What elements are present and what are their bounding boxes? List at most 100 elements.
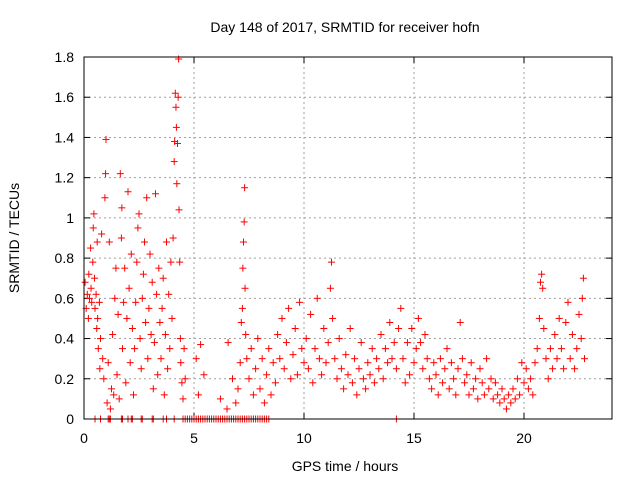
data-point (171, 89, 179, 97)
data-point (434, 391, 442, 399)
data-point (147, 331, 155, 339)
data-point (333, 375, 341, 383)
data-point (127, 250, 135, 258)
data-point (142, 318, 150, 326)
data-point (166, 345, 174, 353)
data-point (520, 379, 528, 387)
data-point (92, 290, 100, 298)
data-point (456, 318, 464, 326)
data-point (155, 264, 163, 272)
data-point (483, 355, 491, 363)
y-tick-label: 1.6 (55, 89, 75, 105)
data-point (156, 318, 164, 326)
data-point (474, 395, 482, 403)
data-point (417, 339, 425, 347)
data-point (154, 371, 162, 379)
x-tick-label: 10 (296, 430, 312, 446)
data-point (505, 391, 513, 399)
data-point (265, 345, 273, 353)
data-point (197, 341, 205, 349)
data-point (377, 331, 385, 339)
data-point (241, 184, 249, 192)
data-point (300, 359, 308, 367)
data-point (362, 385, 370, 393)
data-point (169, 234, 177, 242)
data-point (568, 331, 576, 339)
data-point (163, 238, 170, 246)
data-point (322, 359, 330, 367)
data-point (224, 339, 232, 347)
data-point (531, 359, 539, 367)
y-tick-label: 1.4 (55, 129, 75, 145)
data-point (491, 379, 499, 387)
data-point (167, 258, 175, 266)
data-point (421, 331, 429, 339)
y-tick-label: 0 (66, 411, 74, 427)
data-point (102, 135, 110, 143)
data-point (89, 224, 97, 232)
data-point (500, 395, 508, 403)
data-point (480, 391, 488, 399)
data-point (529, 391, 537, 399)
data-point (249, 391, 257, 399)
data-point (539, 284, 547, 292)
data-point (388, 355, 396, 363)
data-point (465, 391, 473, 399)
data-point (236, 359, 244, 367)
data-point (428, 385, 436, 393)
data-point (241, 284, 249, 292)
data-point (381, 345, 389, 353)
data-point (145, 304, 153, 312)
data-point (93, 325, 101, 332)
data-point (355, 365, 363, 373)
data-point (85, 270, 93, 278)
data-point (581, 355, 588, 363)
data-point (454, 365, 462, 373)
data-point (125, 284, 133, 292)
data-point (296, 298, 304, 306)
data-point (94, 314, 102, 322)
data-point (282, 339, 290, 347)
data-point (315, 355, 323, 363)
data-point (93, 238, 101, 246)
data-point (91, 304, 99, 312)
data-point (99, 355, 107, 363)
data-point (329, 314, 337, 322)
data-point (452, 391, 460, 399)
data-point (551, 331, 559, 339)
data-point (406, 371, 414, 379)
data-point (101, 194, 109, 202)
data-point (373, 355, 381, 363)
data-point (340, 385, 348, 393)
data-point (445, 385, 453, 393)
data-point (557, 345, 565, 353)
data-point (542, 355, 550, 363)
data-point (130, 391, 137, 399)
data-point (425, 375, 433, 383)
data-point (553, 355, 561, 363)
data-point (91, 274, 99, 282)
data-point (507, 399, 515, 407)
data-point (533, 345, 541, 353)
data-point (84, 314, 92, 322)
data-point (410, 359, 418, 367)
grid (84, 57, 612, 419)
data-point (562, 318, 570, 326)
data-point (443, 345, 451, 353)
y-tick-label: 1.2 (55, 170, 75, 186)
data-point (112, 264, 120, 272)
data-point (370, 379, 378, 387)
data-point (342, 351, 350, 359)
data-point (375, 365, 383, 373)
data-point (115, 395, 123, 403)
data-point (502, 405, 510, 413)
data-point (348, 379, 356, 387)
data-point (136, 335, 144, 343)
data-point (137, 365, 145, 373)
data-point (173, 180, 181, 188)
data-point (408, 325, 416, 332)
data-point (368, 345, 376, 353)
data-point (159, 274, 167, 282)
data-point (139, 270, 147, 278)
data-point (467, 359, 475, 367)
